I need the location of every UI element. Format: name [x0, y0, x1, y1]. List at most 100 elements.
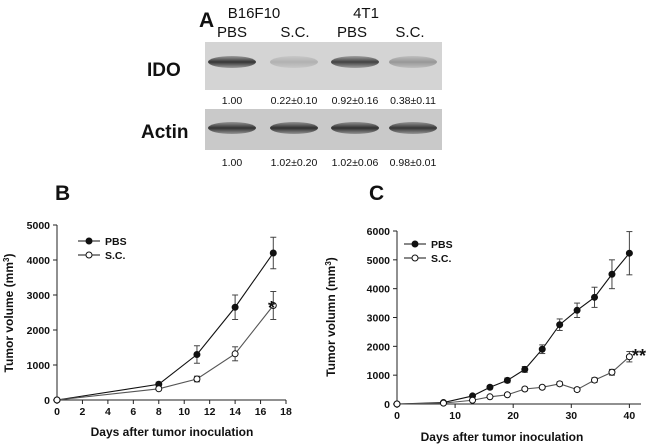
actin-quant-pbs-b16f10: 1.00 [222, 157, 243, 169]
chart-b-series-sc-legend-marker [85, 251, 93, 259]
chart-c-series-sc-point [556, 380, 564, 388]
chart-c-series-sc-point [591, 376, 599, 384]
chart-c-series-pbs-point [591, 293, 599, 301]
chart-c-y-axis-title: Tumor volumn (mm3) [324, 257, 338, 377]
blot-label-ido: IDO [147, 60, 181, 81]
actin-band-1 [270, 122, 318, 134]
lane-label-sc-2: S.C. [395, 24, 424, 41]
chart-b-x-tick-label: 12 [204, 406, 216, 418]
chart-c-x-tick-label: 40 [624, 410, 636, 422]
chart-c-series-sc-point [439, 399, 447, 407]
chart-c-series-pbs-point [503, 376, 511, 384]
chart-b-series-sc-point [53, 396, 61, 404]
chart-c-series-sc-point [521, 385, 529, 393]
chart-c-series-sc-legend-label: S.C. [431, 253, 452, 265]
chart-b-series-pbs-point [193, 351, 201, 358]
chart-b-x-tick-label: 6 [130, 406, 136, 418]
chart-b-series-sc-point [155, 385, 163, 393]
chart-c-series-pbs-point [538, 345, 546, 353]
chart-c-x-tick-label: 10 [449, 410, 461, 422]
chart-c-y-tick-label: 1000 [367, 370, 391, 382]
chart-c-series-sc-legend-marker [411, 254, 419, 262]
chart-b-y-axis-title: Tumor volume (mm3) [2, 254, 16, 373]
chart-c-x-tick-label: 30 [565, 410, 577, 422]
blot-label-actin: Actin [141, 122, 189, 143]
chart-c-significance-marker: ** [632, 346, 646, 366]
actin-band-3 [389, 122, 437, 134]
panel-a-letter: A [199, 9, 214, 32]
actin-band-2 [331, 122, 379, 134]
chart-c-y-tick-label: 3000 [367, 313, 391, 325]
chart-b-x-tick-label: 0 [54, 406, 60, 418]
chart-c-series-sc-point [625, 353, 633, 361]
cell-line-b16f10-label: B16F10 [228, 5, 281, 22]
chart-c-series-sc-point [573, 386, 581, 394]
chart-b-x-tick-label: 16 [255, 406, 267, 418]
chart-b-y-tick-label: 4000 [27, 255, 51, 267]
chart-c-series-sc-point [393, 400, 401, 408]
chart-c-series-sc-point [503, 391, 511, 399]
chart-c-series-pbs-legend-marker [411, 240, 419, 248]
chart-b-series-sc-point [193, 375, 201, 383]
chart-b-plot: 0 2 4 6 8 10 12 14 16 18 0 1000 2000 3000 4000 5000 PBS S… [27, 220, 292, 418]
panel-c-chart: C 0 10 20 30 40 0 1000 2000 3000 4000 5000 6000 PBS S… [324, 182, 646, 444]
chart-b-series-sc-point [231, 350, 239, 358]
ido-quant-pbs-b16f10: 1.00 [222, 95, 243, 107]
chart-c-y-tick-label: 5000 [367, 255, 391, 267]
chart-b-x-axis-title: Days after tumor inoculation [91, 425, 254, 439]
chart-c-series-pbs-point [521, 365, 529, 373]
chart-b-y-tick-label: 3000 [27, 290, 51, 302]
chart-c-series-pbs-point [556, 321, 564, 329]
chart-c-series-pbs-point [625, 249, 633, 257]
chart-c-series-sc-point [538, 383, 546, 391]
chart-b-series-sc-point [269, 302, 277, 309]
ido-band-1 [270, 56, 318, 68]
chart-b-y-tick-label: 0 [44, 395, 50, 407]
chart-b-x-tick-label: 18 [280, 406, 292, 418]
chart-b-series-pbs-legend-marker [85, 237, 93, 245]
chart-b-y-tick-label: 5000 [27, 220, 51, 232]
chart-c-y-tick-label: 2000 [367, 341, 391, 353]
chart-c-series-sc-point [486, 393, 494, 401]
chart-b-y-tick-label: 1000 [27, 360, 51, 372]
ido-quant-pbs-4t1: 0.92±0.16 [332, 95, 379, 107]
lane-label-pbs-1: PBS [217, 24, 247, 41]
ido-band-0 [208, 56, 256, 68]
chart-b-series-sc-legend-label: S.C. [105, 250, 126, 262]
chart-b-x-tick-label: 8 [156, 406, 162, 418]
chart-c-series-pbs-legend-label: PBS [431, 239, 453, 251]
chart-c-y-tick-label: 4000 [367, 284, 391, 296]
chart-b-series-sc-line [56, 305, 274, 401]
ido-band-2 [331, 56, 379, 68]
chart-c-x-tick-label: 0 [394, 410, 400, 422]
lane-label-sc-1: S.C. [280, 24, 309, 41]
chart-c-series-pbs-point [608, 270, 616, 278]
chart-b-x-tick-label: 10 [178, 406, 190, 418]
chart-c-series-pbs-point [486, 383, 494, 391]
chart-c-x-axis-title: Days after tumor inoculation [421, 430, 584, 444]
cell-line-4t1-label: 4T1 [353, 5, 379, 22]
chart-b-x-tick-label: 14 [229, 406, 241, 418]
ido-quant-sc-4t1: 0.38±0.11 [390, 95, 436, 107]
lane-label-pbs-2: PBS [337, 24, 367, 41]
chart-c-series-sc-point [608, 368, 616, 376]
actin-band-0 [208, 122, 256, 134]
chart-b-x-tick-label: 2 [80, 406, 86, 418]
panel-a-western-blot: A B16F10 4T1 PBS S.C. PBS S.C. IDO 1.00 … [141, 5, 442, 169]
chart-b-x-tick-label: 4 [105, 406, 111, 418]
chart-c-plot: 0 10 20 30 40 0 1000 2000 3000 4000 5000 6000 PBS S.C… [367, 226, 641, 422]
ido-band-3 [389, 56, 437, 68]
panel-b-letter: B [55, 182, 70, 205]
chart-b-series-pbs-legend-label: PBS [105, 236, 127, 248]
chart-b-series-pbs-point [231, 303, 239, 311]
actin-bands [208, 122, 437, 134]
chart-c-x-tick-label: 20 [507, 410, 519, 422]
chart-c-y-tick-label: 6000 [367, 226, 391, 238]
chart-b-series-pbs-point [269, 249, 277, 257]
chart-c-series-pbs-point [573, 306, 581, 314]
chart-c-series-pbs-line [396, 252, 630, 405]
chart-b-series-pbs-line [56, 252, 274, 401]
chart-c-y-tick-label: 0 [384, 399, 390, 411]
ido-bands [208, 56, 437, 68]
